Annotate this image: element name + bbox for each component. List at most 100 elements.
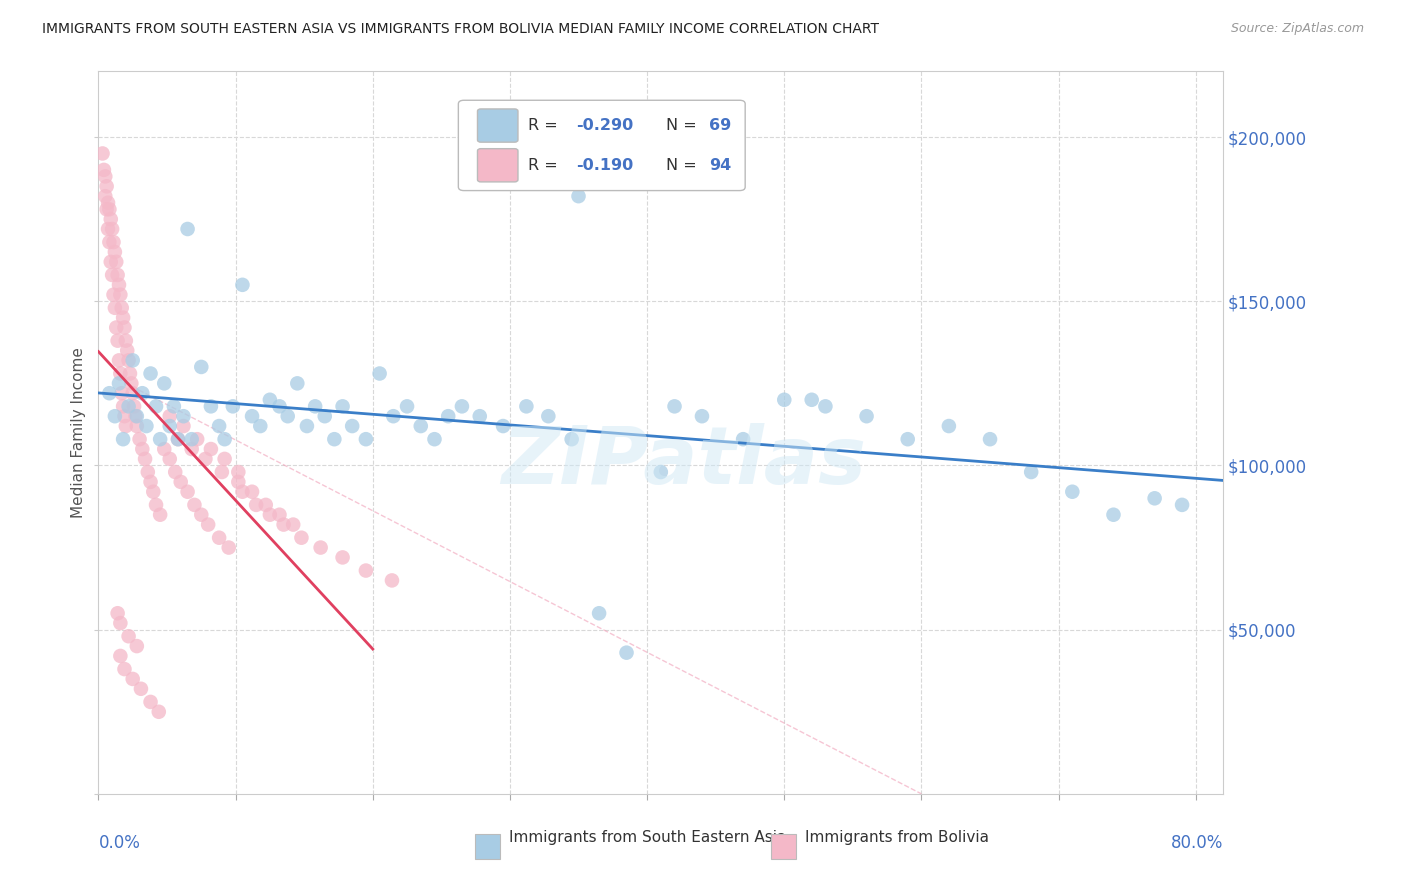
Point <box>396 400 419 414</box>
Point <box>588 607 610 621</box>
Point <box>269 508 291 522</box>
Point <box>228 475 250 489</box>
Point <box>111 386 134 401</box>
Point <box>228 465 250 479</box>
Point <box>97 195 120 210</box>
Text: IMMIGRANTS FROM SOUTH EASTERN ASIA VS IMMIGRANTS FROM BOLIVIA MEDIAN FAMILY INCO: IMMIGRANTS FROM SOUTH EASTERN ASIA VS IM… <box>42 22 879 37</box>
Point <box>304 400 326 414</box>
Text: ZIPatlas: ZIPatlas <box>501 423 866 500</box>
Point <box>97 222 120 236</box>
Point <box>214 432 236 446</box>
Point <box>129 681 152 696</box>
Point <box>139 367 162 381</box>
Point <box>121 353 143 368</box>
Point <box>98 202 121 217</box>
Point <box>218 541 240 555</box>
Point <box>240 484 263 499</box>
Point <box>208 419 231 434</box>
Point <box>332 550 354 565</box>
Point <box>124 409 146 424</box>
Point <box>515 400 537 414</box>
Point <box>269 400 291 414</box>
Point <box>163 400 186 414</box>
Point <box>112 310 135 325</box>
Text: -0.290: -0.290 <box>576 118 634 133</box>
Point <box>125 409 148 424</box>
Point <box>117 629 139 643</box>
Point <box>190 508 212 522</box>
Point <box>103 287 125 301</box>
Point <box>277 409 299 424</box>
Point <box>114 409 136 424</box>
FancyBboxPatch shape <box>478 149 517 182</box>
Point <box>110 367 132 381</box>
Point <box>249 419 271 434</box>
Point <box>423 432 446 446</box>
Point <box>814 400 837 414</box>
Point <box>240 409 263 424</box>
Point <box>159 409 181 424</box>
Point <box>110 616 132 631</box>
Point <box>616 646 638 660</box>
Point <box>115 419 138 434</box>
Point <box>190 359 212 374</box>
Point <box>381 574 404 588</box>
Point <box>131 386 153 401</box>
Point <box>180 432 202 446</box>
Point <box>368 367 391 381</box>
Text: 80.0%: 80.0% <box>1171 834 1223 852</box>
Point <box>142 484 165 499</box>
Point <box>664 400 686 414</box>
Point <box>208 531 231 545</box>
Point <box>136 465 159 479</box>
Text: 69: 69 <box>709 118 731 133</box>
Point <box>105 320 128 334</box>
Point <box>149 508 172 522</box>
Point <box>650 465 672 479</box>
Point <box>91 146 114 161</box>
Point <box>94 189 117 203</box>
Point <box>104 244 127 259</box>
Point <box>690 409 713 424</box>
Point <box>107 334 129 348</box>
Point <box>183 498 205 512</box>
Point <box>145 400 167 414</box>
Point <box>110 648 132 663</box>
Point <box>100 255 122 269</box>
Point <box>231 277 253 292</box>
Point <box>105 255 128 269</box>
Point <box>314 409 336 424</box>
Point <box>103 235 125 249</box>
Point <box>1102 508 1125 522</box>
Point <box>561 432 583 446</box>
Point <box>165 465 187 479</box>
Point <box>290 531 312 545</box>
Text: N =: N = <box>666 158 697 173</box>
Text: 94: 94 <box>709 158 731 173</box>
Point <box>537 409 560 424</box>
Point <box>112 400 135 414</box>
Text: Source: ZipAtlas.com: Source: ZipAtlas.com <box>1230 22 1364 36</box>
Point <box>492 419 515 434</box>
Point <box>800 392 823 407</box>
Point <box>733 432 755 446</box>
Point <box>382 409 405 424</box>
Point <box>200 400 222 414</box>
Point <box>159 419 181 434</box>
Point <box>159 451 181 466</box>
Point <box>214 451 236 466</box>
Point <box>194 451 217 466</box>
Text: -0.190: -0.190 <box>576 158 634 173</box>
Point <box>111 301 134 315</box>
Point <box>148 705 170 719</box>
Point <box>773 392 796 407</box>
FancyBboxPatch shape <box>478 109 517 142</box>
Point <box>167 432 190 446</box>
Text: R =: R = <box>529 158 558 173</box>
Point <box>122 400 145 414</box>
Point <box>200 442 222 456</box>
Point <box>153 376 176 391</box>
Point <box>295 419 318 434</box>
Point <box>104 301 127 315</box>
Point <box>231 484 253 499</box>
